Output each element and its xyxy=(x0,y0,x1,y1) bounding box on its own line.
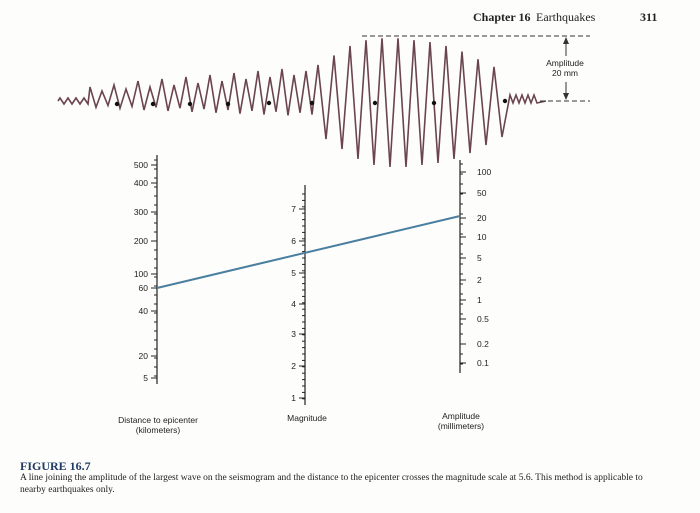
figure-caption-title: FIGURE 16.7 xyxy=(20,459,91,473)
header-section: Earthquakes xyxy=(536,10,596,24)
arrow-up-icon xyxy=(563,37,569,44)
distance-tick-label: 400 xyxy=(134,178,148,188)
magnitude-ticks: 7 6 5 4 3 2 1 xyxy=(291,193,305,403)
amplitude-axis-title: Amplitude (millimeters) xyxy=(437,411,485,431)
time-mark-dot xyxy=(431,100,437,106)
amplitude-tick-label: 1 xyxy=(477,295,482,305)
distance-tick-label: 5 xyxy=(143,373,148,383)
amplitude-tick-label: 0.1 xyxy=(477,358,489,368)
distance-axis-title: Distance to epicenter (kilometers) xyxy=(118,415,198,435)
time-mark-dot xyxy=(266,100,272,106)
amplitude-tick-label: 10 xyxy=(477,232,487,242)
time-mark-dot xyxy=(114,101,120,107)
amplitude-tick-label: 0.2 xyxy=(477,339,489,349)
distance-tick-label: 60 xyxy=(139,283,149,293)
distance-tick-label: 40 xyxy=(139,306,149,316)
magnitude-tick-label: 5 xyxy=(291,268,296,278)
header-chapter: Chapter 16 xyxy=(473,10,531,24)
distance-tick-label: 500 xyxy=(134,160,148,170)
magnitude-tick-label: 6 xyxy=(291,236,296,246)
distance-ticks: 500 400 300 200 100 60 40 20 5 xyxy=(134,159,157,383)
amplitude-tick-label: 0.5 xyxy=(477,314,489,324)
time-mark-dot xyxy=(502,98,508,104)
figure-caption-body: A line joining the amplitude of the larg… xyxy=(20,473,643,495)
time-mark-dot xyxy=(225,101,231,107)
time-mark-dot xyxy=(372,100,378,106)
time-mark-dot xyxy=(150,101,156,107)
amplitude-ticks: 100 50 20 10 5 2 1 0.5 0.2 0.1 xyxy=(460,163,491,368)
header-page-number: 311 xyxy=(640,10,658,24)
distance-tick-label: 300 xyxy=(134,207,148,217)
magnitude-tick-label: 4 xyxy=(291,299,296,309)
seismogram-time-marks xyxy=(114,98,508,107)
magnitude-tick-label: 3 xyxy=(291,329,296,339)
amplitude-annotation: Amplitude 20 mm xyxy=(536,58,594,78)
magnitude-axis-title: Magnitude xyxy=(287,413,327,423)
magnitude-tick-label: 7 xyxy=(291,204,296,214)
amplitude-annotation-value: 20 mm xyxy=(552,68,578,78)
amplitude-tick-label: 2 xyxy=(477,275,482,285)
time-mark-dot xyxy=(309,100,315,106)
distance-tick-label: 200 xyxy=(134,236,148,246)
amplitude-tick-label: 5 xyxy=(477,253,482,263)
amplitude-annotation-label: Amplitude xyxy=(546,58,584,68)
amplitude-tick-label: 20 xyxy=(477,213,487,223)
magnitude-tick-label: 2 xyxy=(291,361,296,371)
distance-tick-label: 100 xyxy=(134,269,148,279)
nomogram-reading-line xyxy=(156,215,461,289)
magnitude-tick-label: 1 xyxy=(291,393,296,403)
seismogram-trace xyxy=(57,38,547,168)
distance-tick-label: 20 xyxy=(139,351,149,361)
arrow-down-icon xyxy=(563,93,569,100)
amplitude-tick-label: 100 xyxy=(477,167,491,177)
amplitude-tick-label: 50 xyxy=(477,188,487,198)
time-mark-dot xyxy=(187,101,193,107)
